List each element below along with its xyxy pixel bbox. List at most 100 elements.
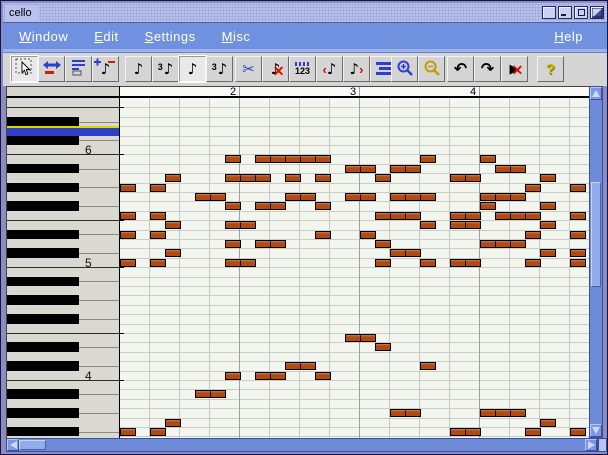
black-key[interactable] — [7, 389, 79, 399]
midi-note[interactable] — [540, 249, 556, 258]
midi-note[interactable] — [570, 428, 586, 436]
cut-button[interactable]: ✂ — [235, 56, 262, 82]
midi-note[interactable] — [360, 230, 376, 239]
sixteenth-triplet-button[interactable]: 3♪ — [206, 56, 233, 82]
midi-note[interactable] — [525, 428, 541, 436]
midi-note[interactable] — [225, 202, 241, 211]
midi-note[interactable] — [315, 230, 331, 239]
shift-note-left-button[interactable]: ‹♪ — [316, 56, 343, 82]
restore-button[interactable] — [590, 6, 604, 19]
menu-item-window[interactable]: Window — [19, 28, 69, 44]
midi-note[interactable] — [225, 371, 241, 380]
midi-note[interactable] — [420, 258, 436, 267]
black-key[interactable] — [7, 248, 79, 258]
maximize-button[interactable] — [574, 6, 588, 19]
midi-note[interactable] — [165, 249, 181, 258]
midi-note[interactable] — [450, 221, 481, 230]
midi-note[interactable] — [375, 343, 391, 352]
midi-note[interactable] — [375, 258, 391, 267]
midi-note[interactable] — [570, 258, 586, 267]
midi-note[interactable] — [390, 249, 421, 258]
black-key[interactable] — [7, 361, 79, 371]
title-bar[interactable]: cello — [3, 3, 607, 23]
midi-note[interactable] — [480, 193, 526, 201]
black-key[interactable] — [7, 135, 79, 145]
abort-button[interactable]: ▶ ✕ — [501, 56, 528, 82]
midi-note[interactable] — [450, 174, 481, 183]
midi-note[interactable] — [375, 211, 421, 220]
vertical-scroll-thumb[interactable] — [591, 182, 601, 287]
midi-note[interactable] — [480, 409, 526, 418]
highlighted-key-row[interactable] — [7, 126, 120, 136]
midi-note[interactable] — [450, 258, 481, 267]
scroll-down-button[interactable] — [590, 424, 602, 437]
scroll-left-button[interactable] — [7, 439, 19, 451]
midi-note[interactable] — [570, 183, 586, 192]
midi-note[interactable] — [165, 221, 181, 230]
midi-note[interactable] — [345, 334, 376, 342]
midi-note[interactable] — [420, 362, 436, 371]
midi-note[interactable] — [345, 164, 376, 173]
eighth-note-button[interactable]: ♪ — [125, 56, 152, 82]
piano-keyboard[interactable]: 6 5 4 — [6, 98, 120, 438]
midi-note[interactable] — [120, 230, 136, 239]
midi-note[interactable] — [570, 211, 586, 220]
midi-note[interactable] — [375, 174, 391, 183]
midi-note[interactable] — [540, 418, 556, 427]
midi-note[interactable] — [150, 211, 166, 220]
midi-note[interactable] — [225, 155, 241, 164]
midi-note[interactable] — [195, 193, 226, 201]
midi-note[interactable] — [480, 155, 496, 164]
black-key[interactable] — [7, 342, 79, 352]
midi-note[interactable] — [150, 183, 166, 192]
midi-note[interactable] — [540, 221, 556, 230]
midi-note[interactable] — [315, 371, 331, 380]
midi-note[interactable] — [255, 371, 286, 380]
midi-note[interactable] — [150, 258, 166, 267]
midi-note[interactable] — [255, 202, 286, 211]
midi-note[interactable] — [540, 202, 556, 211]
midi-note[interactable] — [225, 258, 256, 267]
midi-note[interactable] — [225, 221, 256, 230]
midi-note[interactable] — [570, 230, 586, 239]
black-key[interactable] — [7, 276, 79, 286]
midi-note[interactable] — [570, 249, 586, 258]
event-lines-tool-button[interactable] — [65, 56, 92, 82]
black-key[interactable] — [7, 427, 79, 437]
eighth-triplet-button[interactable]: 3♪ — [152, 56, 179, 82]
menu-item-settings[interactable]: Settings — [144, 28, 196, 44]
midi-note[interactable] — [255, 155, 331, 164]
midi-note[interactable] — [195, 390, 226, 399]
midi-note[interactable] — [120, 211, 136, 220]
bar-ruler[interactable]: 2 3 4 — [120, 86, 589, 98]
quantize-button[interactable]: 123 — [289, 56, 316, 82]
horizontal-scroll-thumb[interactable] — [19, 440, 46, 450]
midi-note[interactable] — [150, 428, 166, 436]
black-key[interactable] — [7, 116, 79, 127]
vertical-scrollbar[interactable] — [589, 86, 603, 438]
midi-note[interactable] — [495, 211, 541, 220]
midi-note[interactable] — [495, 164, 526, 173]
select-tool-button[interactable] — [10, 55, 39, 83]
zoom-out-button[interactable] — [418, 56, 445, 82]
midi-note[interactable] — [525, 258, 541, 267]
add-remove-note-tool-button[interactable]: ♪ — [92, 56, 119, 82]
window-blank-button[interactable] — [542, 6, 556, 19]
midi-note[interactable] — [165, 418, 181, 427]
midi-note[interactable] — [285, 193, 316, 201]
midi-note[interactable] — [390, 164, 421, 173]
midi-note[interactable] — [390, 193, 436, 201]
black-key[interactable] — [7, 408, 79, 418]
midi-note[interactable] — [120, 428, 136, 436]
midi-note[interactable] — [120, 258, 136, 267]
midi-note[interactable] — [525, 183, 541, 192]
help-button[interactable]: ? — [537, 56, 564, 82]
midi-note[interactable] — [120, 183, 136, 192]
zoom-in-button[interactable] — [391, 56, 418, 82]
midi-note[interactable] — [450, 428, 481, 436]
black-key[interactable] — [7, 314, 79, 324]
shift-note-right-button[interactable]: ♪› — [343, 56, 370, 82]
sixteenth-note-button[interactable]: ♪ — [178, 55, 207, 83]
scroll-up-button[interactable] — [590, 87, 602, 100]
note-grid[interactable] — [120, 98, 589, 438]
